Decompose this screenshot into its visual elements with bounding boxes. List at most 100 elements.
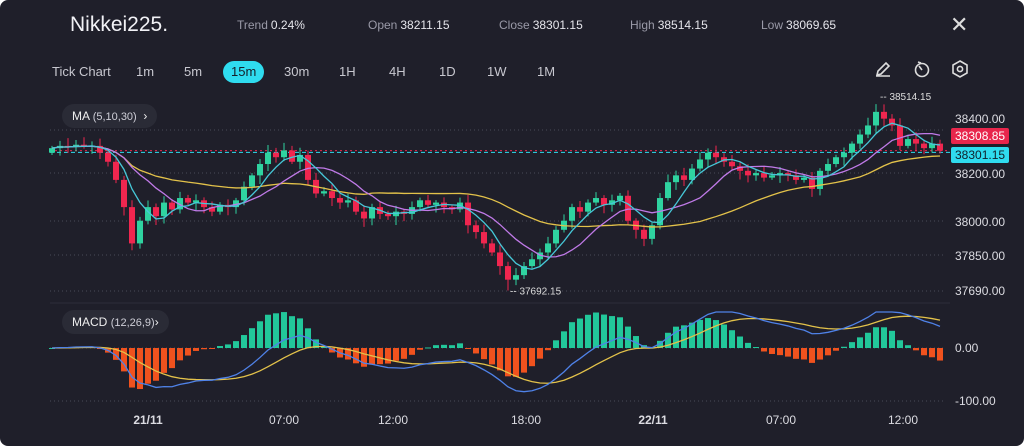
candle-body (257, 164, 263, 176)
macd-histogram-bar (489, 348, 495, 365)
macd-histogram-bar (713, 320, 719, 348)
price-axis-label: 37850.00 (955, 249, 1006, 263)
ma-label: MA (72, 109, 90, 123)
candle-body (241, 186, 247, 201)
candle-body (665, 182, 671, 199)
macd-histogram-bar (505, 348, 511, 377)
candle-body (473, 225, 479, 233)
candle-body (217, 204, 223, 212)
candle-body (369, 207, 375, 219)
stat-value: 0.24% (270, 18, 305, 32)
macd-histogram-bar (873, 327, 879, 348)
tab-4h[interactable]: 4H (389, 64, 406, 79)
macd-histogram-bar (449, 345, 455, 348)
macd-histogram-bar (281, 312, 287, 348)
stat-label: Trend (237, 18, 268, 32)
candle-body (281, 150, 287, 158)
candle-body (121, 179, 127, 208)
candle-body (193, 200, 199, 203)
tab-15m[interactable]: 15m (223, 61, 265, 83)
candle-body (529, 259, 535, 267)
stat-value: 38301.15 (532, 18, 583, 32)
tab-1m[interactable]: 1m (136, 64, 155, 79)
macd-histogram-bar (929, 348, 935, 358)
candle-body (801, 177, 807, 180)
settings-icon[interactable] (950, 59, 970, 79)
ma-params: (5,10,30) (92, 111, 137, 123)
price-axis-label: 38400.00 (955, 112, 1006, 126)
tab-1d[interactable]: 1D (439, 64, 456, 79)
pencil-icon[interactable] (873, 59, 893, 79)
macd-histogram-bar (785, 348, 791, 357)
candle-body (601, 198, 607, 205)
macd-histogram-bar (137, 348, 143, 390)
tab-1w[interactable]: 1W (487, 64, 507, 79)
candle-body (97, 145, 103, 153)
candle-body (593, 198, 599, 203)
candle-body (81, 144, 87, 146)
macd-histogram-bar (425, 347, 431, 349)
macd-histogram-bar (329, 348, 335, 353)
candle-body (729, 161, 735, 167)
macd-indicator-button[interactable]: MACD (12,26,9)› (62, 310, 169, 334)
macd-histogram-bar (817, 348, 823, 360)
stat-value: 38514.15 (657, 18, 708, 32)
macd-histogram-bar (313, 339, 319, 348)
macd-histogram-bar (217, 346, 223, 348)
macd-histogram-bar (441, 344, 447, 348)
macd-histogram-bar (249, 328, 255, 348)
price-axis-label: 37690.00 (955, 284, 1006, 298)
candle-body (793, 175, 799, 180)
tab-1m-month[interactable]: 1M (537, 64, 556, 79)
candle-body (929, 143, 935, 149)
macd-histogram-bar (609, 316, 615, 348)
macd-signal-line (51, 315, 941, 384)
timer-icon[interactable] (912, 59, 932, 79)
candle-body (545, 243, 551, 253)
candle-body (497, 252, 503, 267)
candle-body (553, 229, 559, 244)
macd-histogram-bar (697, 319, 703, 348)
candle-body (249, 175, 255, 187)
macd-histogram-bar (177, 348, 183, 361)
macd-histogram-bar (393, 348, 399, 361)
macd-histogram-bar (409, 348, 415, 355)
candle-body (505, 266, 511, 280)
time-axis-label: 07:00 (765, 413, 797, 427)
candle-body (697, 159, 703, 169)
close-icon[interactable]: ✕ (950, 12, 969, 37)
tab-30m[interactable]: 30m (284, 64, 310, 79)
candle-body (921, 143, 927, 149)
time-axis-label: 21/11 (133, 413, 163, 427)
macd-histogram-bar (665, 332, 671, 348)
candle-body (297, 154, 303, 162)
macd-histogram-bar (617, 317, 623, 348)
macd-histogram-bar (385, 348, 391, 364)
chevron-right-icon: › (154, 315, 159, 329)
macd-histogram-bar (49, 348, 55, 349)
macd-histogram-bar (153, 348, 159, 381)
candle-body (153, 207, 159, 217)
tab-5m[interactable]: 5m (184, 64, 203, 79)
tab-tick-chart[interactable]: Tick Chart (52, 64, 111, 79)
ma-indicator-button[interactable]: MA (5,10,30) › (62, 104, 158, 128)
candle-body (577, 207, 583, 212)
macd-histogram-bar (537, 348, 543, 359)
candle-body (641, 229, 647, 239)
time-axis-label: 22/11 (638, 413, 668, 427)
stat-value: 38069.65 (786, 18, 837, 32)
candle-body (385, 213, 391, 217)
candle-body (745, 170, 751, 176)
macd-histogram-bar (841, 346, 847, 348)
high-marker: -- 38514.15 (880, 92, 932, 103)
candle-body (265, 152, 271, 165)
tab-1h[interactable]: 1H (339, 64, 356, 79)
macd-histogram-bar (937, 348, 943, 361)
macd-histogram-bar (585, 314, 591, 348)
macd-axis-label: -100.00 (955, 394, 996, 408)
candle-body (609, 200, 615, 205)
stat-close: Close 38301.15 (499, 18, 583, 32)
macd-histogram-bar (353, 348, 359, 364)
